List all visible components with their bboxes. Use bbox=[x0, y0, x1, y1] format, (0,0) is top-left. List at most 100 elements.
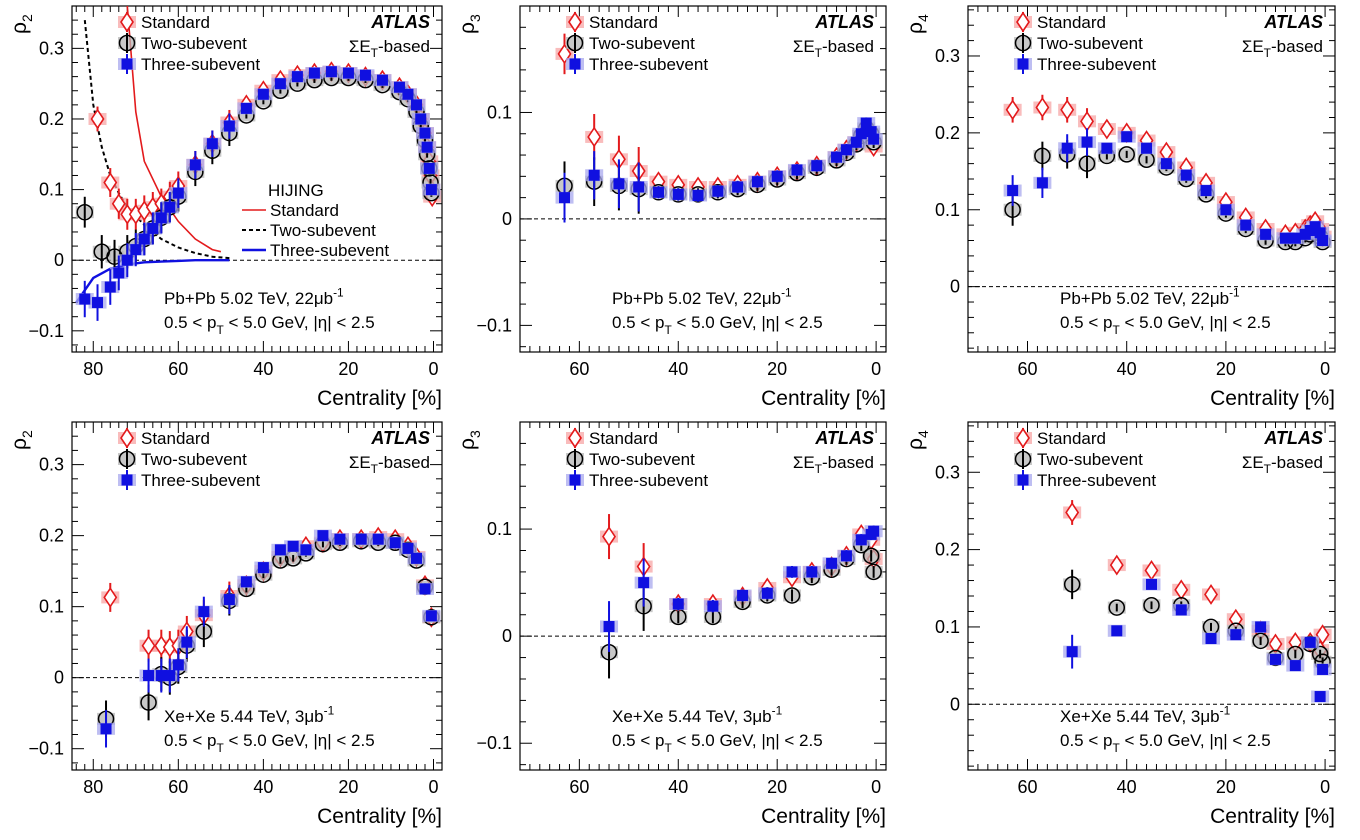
kinematic-cuts-label: 0.5 < pT < 5.0 GeV, |η| < 2.5 bbox=[164, 313, 375, 337]
data-point bbox=[393, 81, 405, 93]
y-tick-label: 0.1 bbox=[39, 597, 64, 617]
data-point bbox=[1035, 97, 1050, 118]
x-tick-label: 40 bbox=[668, 359, 688, 379]
system-label: Xe+Xe 5.44 TeV, 3μb-1 bbox=[1060, 703, 1231, 726]
data-point bbox=[1317, 235, 1329, 247]
data-point bbox=[603, 621, 615, 633]
legend-marker bbox=[1017, 474, 1029, 486]
legend-entry: Three-subevent bbox=[118, 470, 260, 490]
legend-entry: Two-subevent bbox=[566, 449, 695, 469]
data-point bbox=[559, 192, 571, 204]
hijing-legend-label: Two-subevent bbox=[270, 221, 376, 240]
data-layer bbox=[600, 514, 883, 679]
x-tick-label: 40 bbox=[668, 777, 688, 797]
x-tick-label: 0 bbox=[871, 777, 881, 797]
series-standard bbox=[1063, 500, 1332, 661]
data-point bbox=[155, 212, 167, 224]
legend-marker bbox=[121, 474, 133, 486]
legend-entry: Three-subevent bbox=[118, 54, 260, 74]
data-point bbox=[359, 69, 371, 81]
data-point bbox=[143, 670, 155, 682]
legend-marker bbox=[121, 58, 133, 70]
legend-label: Standard bbox=[141, 429, 210, 448]
data-point bbox=[707, 600, 719, 612]
data-point bbox=[410, 552, 422, 564]
data-point bbox=[1108, 599, 1126, 616]
legend-marker bbox=[568, 427, 582, 449]
data-point bbox=[415, 113, 427, 125]
data-point bbox=[1034, 147, 1051, 165]
data-point bbox=[1317, 663, 1329, 675]
x-tick-label: 60 bbox=[1017, 777, 1037, 797]
data-point bbox=[423, 162, 435, 174]
data-point bbox=[172, 187, 184, 199]
x-axis-title: Centrality [%] bbox=[761, 805, 886, 828]
legend-label: Standard bbox=[1037, 429, 1106, 448]
legend-marker bbox=[568, 11, 582, 33]
data-point bbox=[1240, 219, 1252, 231]
data-point bbox=[1160, 158, 1172, 170]
y-tick-label: 0 bbox=[950, 277, 960, 297]
data-point bbox=[1036, 177, 1048, 189]
data-point bbox=[1205, 633, 1217, 645]
legend-entry: Three-subevent bbox=[566, 54, 708, 74]
data-point bbox=[317, 530, 329, 542]
data-point bbox=[121, 254, 133, 266]
data-point bbox=[737, 589, 749, 601]
legend-label: Standard bbox=[589, 429, 658, 448]
data-point bbox=[850, 136, 862, 148]
data-point bbox=[1289, 232, 1301, 244]
x-axis-title: Centrality [%] bbox=[1210, 805, 1335, 828]
y-tick-label: 0.3 bbox=[39, 455, 64, 475]
system-label: Xe+Xe 5.44 TeV, 3μb-1 bbox=[164, 703, 335, 726]
x-tick-label: 20 bbox=[767, 777, 787, 797]
y-axis-title: ρ4 bbox=[904, 430, 931, 450]
x-tick-label: 60 bbox=[168, 777, 188, 797]
data-point bbox=[1204, 584, 1218, 605]
legend-label: Three-subevent bbox=[589, 55, 708, 74]
data-point bbox=[712, 185, 724, 197]
data-point bbox=[672, 598, 684, 610]
y-tick-label: 0 bbox=[54, 668, 64, 688]
data-point bbox=[1066, 646, 1078, 658]
data-point bbox=[287, 540, 299, 552]
data-point bbox=[240, 102, 252, 114]
legend-entry: Three-subevent bbox=[1014, 470, 1156, 490]
legend-entry: Standard bbox=[1014, 11, 1106, 33]
data-point bbox=[138, 233, 150, 245]
x-tick-label: 40 bbox=[1117, 359, 1137, 379]
data-point bbox=[419, 583, 431, 595]
legend-entry: Two-subevent bbox=[1014, 449, 1143, 469]
y-axis-title: ρ3 bbox=[456, 14, 483, 34]
x-tick-label: 0 bbox=[1320, 777, 1330, 797]
data-point bbox=[1314, 227, 1326, 239]
data-point bbox=[855, 534, 867, 546]
data-point bbox=[100, 723, 112, 735]
data-point bbox=[865, 563, 882, 581]
data-point bbox=[1144, 560, 1159, 581]
data-layer bbox=[1063, 500, 1332, 703]
legend-entry: Three-subevent bbox=[566, 470, 708, 490]
data-point bbox=[811, 160, 823, 172]
data-point bbox=[147, 222, 159, 234]
data-point bbox=[1180, 169, 1192, 181]
data-point bbox=[633, 181, 645, 193]
legend-entry: Two-subevent bbox=[566, 33, 695, 53]
x-tick-label: 20 bbox=[767, 359, 787, 379]
kinematic-cuts-label: 0.5 < pT < 5.0 GeV, |η| < 2.5 bbox=[612, 313, 823, 337]
data-point bbox=[103, 172, 118, 193]
data-point bbox=[1005, 99, 1020, 121]
data-point bbox=[189, 159, 201, 171]
data-point bbox=[1141, 142, 1153, 154]
data-point bbox=[76, 203, 94, 221]
x-tick-label: 40 bbox=[253, 777, 273, 797]
series-three-subevent bbox=[600, 525, 883, 652]
data-point bbox=[1279, 232, 1291, 244]
y-axis-title: ρ3 bbox=[456, 430, 483, 450]
panel-p4-pbpb: 60 40 20 0 0 0.1 0.2 0.3 Centrality [%] ρ4 Standar… bbox=[904, 5, 1336, 410]
data-layer bbox=[75, 6, 442, 321]
legend-marker bbox=[566, 34, 584, 52]
data-point bbox=[223, 120, 235, 132]
data-point bbox=[410, 99, 422, 111]
data-layer bbox=[97, 526, 441, 748]
